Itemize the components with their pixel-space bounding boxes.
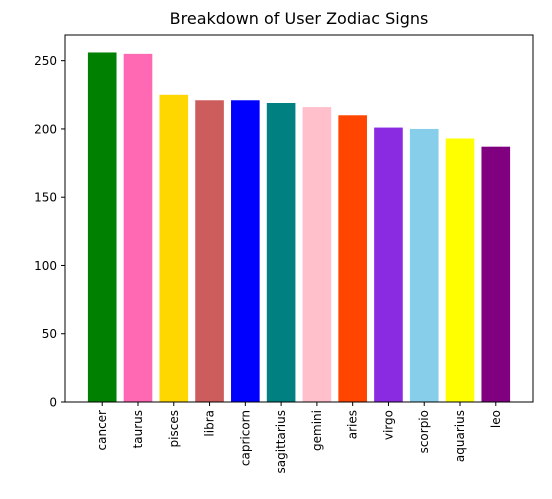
y-tick-label: 0 [49,396,57,410]
bar-virgo [374,127,403,402]
y-tick-label: 100 [34,259,57,273]
x-tick-label-virgo: virgo [381,410,395,440]
y-tick-label: 200 [34,122,57,136]
plot-frame [64,34,534,403]
y-tick-label: 150 [34,191,57,205]
bar-capricorn [231,100,260,403]
x-tick-label-taurus: taurus [131,410,145,448]
x-tick-label-cancer: cancer [95,410,109,451]
bar-libra [195,100,224,403]
bar-aries [338,115,367,402]
bar-gemini [302,107,332,402]
chart-title: Breakdown of User Zodiac Signs [170,9,429,28]
bar-taurus [123,53,153,402]
x-tick-label-scorpio: scorpio [417,410,431,453]
x-tick-label-libra: libra [203,410,217,437]
bar-leo [481,146,511,402]
y-tick-label: 50 [42,327,57,341]
x-tick-label-aries: aries [346,410,360,439]
x-tick-label-pisces: pisces [167,410,181,447]
bar-pisces [159,94,189,403]
bar-cancer [87,52,117,402]
x-tick-label-aquarius: aquarius [453,410,467,462]
bar-scorpio [409,128,439,403]
bar-sagittarius [266,102,296,403]
y-tick-label: 250 [34,54,57,68]
x-tick-label-capricorn: capricorn [238,410,252,466]
x-tick-label-sagittarius: sagittarius [274,410,288,473]
bar-aquarius [445,138,475,402]
x-tick-label-gemini: gemini [310,410,324,451]
x-tick-label-leo: leo [489,410,503,428]
